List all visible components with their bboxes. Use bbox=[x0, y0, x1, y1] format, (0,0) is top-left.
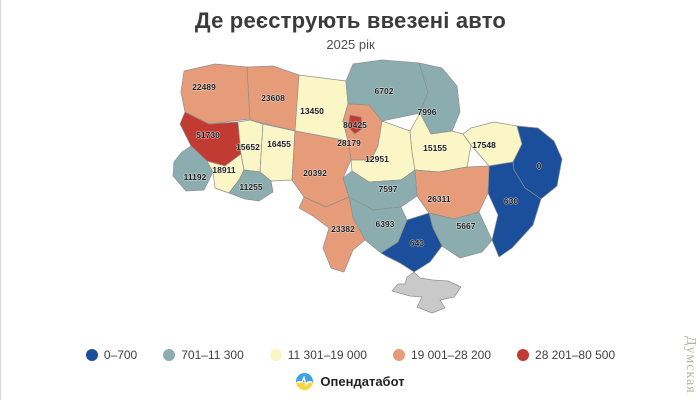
legend-dot-icon bbox=[517, 349, 530, 361]
region-value-label: 23608 bbox=[261, 93, 285, 103]
watermark: Думская bbox=[683, 336, 698, 394]
legend-label: 701–11 300 bbox=[181, 348, 244, 362]
legend-item: 19 001–28 200 bbox=[392, 348, 492, 362]
region-value-label: 643 bbox=[410, 238, 424, 248]
brand-name: Опендатабот bbox=[320, 374, 405, 389]
map-region bbox=[228, 169, 274, 202]
map-region bbox=[487, 161, 542, 258]
legend-label: 0–700 bbox=[103, 348, 138, 362]
region-value-label: 13450 bbox=[300, 106, 324, 116]
legend-item: 11 301–19 000 bbox=[269, 348, 367, 362]
page-subtitle: 2025 рік bbox=[326, 37, 375, 52]
region-value-label: 15155 bbox=[423, 143, 447, 153]
region-value-label: 12951 bbox=[365, 154, 389, 164]
legend-dot-icon bbox=[392, 349, 405, 361]
brand-footer: Опендатабот bbox=[1, 373, 700, 390]
map-region bbox=[259, 123, 296, 182]
region-value-label: 20392 bbox=[303, 168, 327, 178]
region-value-label: 0 bbox=[537, 161, 542, 171]
region-value-label: 11192 bbox=[184, 172, 207, 182]
opendatabot-logo-icon bbox=[296, 373, 314, 390]
region-value-label: 15652 bbox=[236, 142, 260, 152]
legend-dot-icon bbox=[85, 349, 98, 361]
header: Де реєструють ввезені авто 2025 рік bbox=[1, 8, 700, 52]
region-value-label: 5667 bbox=[457, 221, 476, 231]
legend-label: 28 201–80 500 bbox=[535, 348, 616, 362]
map-region bbox=[414, 165, 490, 220]
map-region bbox=[298, 196, 366, 273]
region-value-label: 17548 bbox=[472, 140, 496, 150]
region-value-label: 7597 bbox=[379, 184, 398, 194]
region-value-label: 11255 bbox=[239, 182, 262, 192]
map-region bbox=[172, 145, 214, 192]
legend-item: 28 201–80 500 bbox=[517, 348, 615, 362]
region-value-label: 51730 bbox=[196, 130, 220, 140]
region-value-label: 6393 bbox=[376, 219, 395, 229]
region-value-label: 7996 bbox=[418, 107, 437, 117]
region-value-label: 80425 bbox=[343, 120, 367, 130]
region-value-label: 26311 bbox=[427, 194, 450, 204]
legend: 0–700 701–11 300 11 301–19 000 19 001–28… bbox=[1, 348, 700, 362]
map-region bbox=[180, 63, 251, 125]
legend-item: 0–700 bbox=[85, 348, 138, 362]
region-value-label: 6702 bbox=[375, 86, 394, 96]
legend-label: 11 301–19 000 bbox=[287, 348, 367, 362]
region-value-label: 28179 bbox=[337, 138, 361, 148]
region-value-label: 18911 bbox=[212, 165, 235, 175]
map-region-city bbox=[347, 114, 364, 135]
region-value-label: 22489 bbox=[192, 82, 216, 92]
page-title: Де реєструють ввезені авто bbox=[194, 8, 507, 33]
legend-label: 19 001–28 200 bbox=[410, 348, 492, 362]
region-value-label: 630 bbox=[504, 196, 518, 206]
legend-dot-icon bbox=[269, 349, 282, 361]
map-region-no-data bbox=[391, 271, 462, 314]
legend-dot-icon bbox=[163, 349, 176, 361]
region-value-label: 16455 bbox=[267, 139, 291, 149]
legend-item: 701–11 300 bbox=[163, 348, 244, 362]
region-value-label: 23382 bbox=[331, 224, 355, 234]
